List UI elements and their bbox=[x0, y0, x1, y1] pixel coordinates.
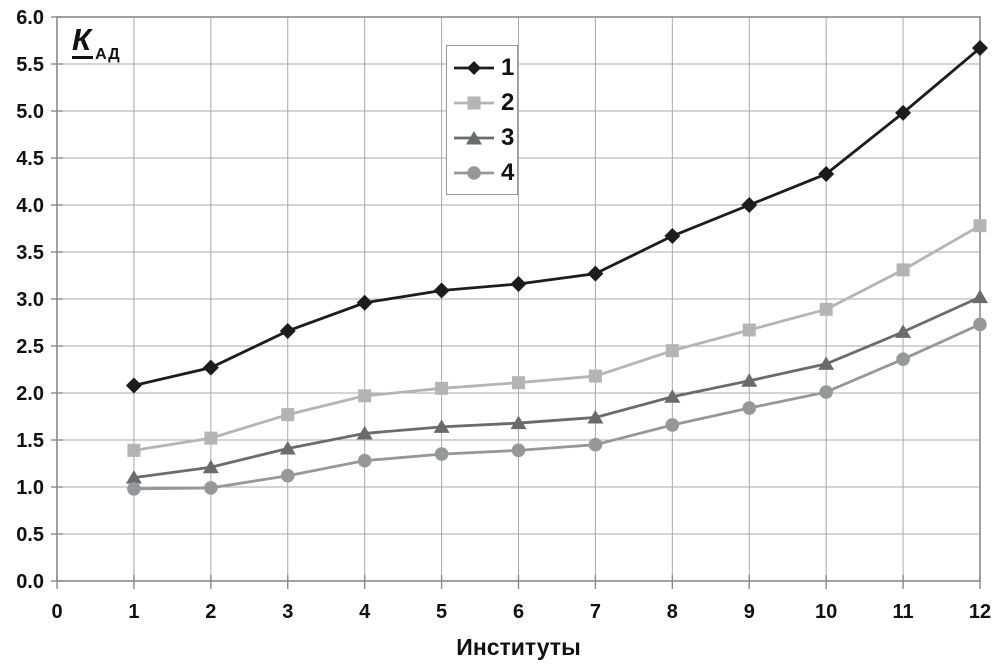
y-tick-label: 1.5 bbox=[16, 430, 44, 452]
legend-item-4: 4 bbox=[453, 158, 517, 188]
series-line-1 bbox=[133, 46, 981, 387]
data-point-square bbox=[665, 344, 679, 358]
y-tick-label: 3.0 bbox=[16, 289, 44, 311]
data-point-triangle bbox=[972, 289, 988, 304]
legend-triangle-icon bbox=[454, 130, 494, 144]
data-point-diamond bbox=[587, 265, 604, 282]
data-point-square bbox=[204, 431, 218, 445]
data-point-circle bbox=[434, 447, 449, 461]
data-point-diamond bbox=[818, 165, 835, 182]
x-tick-label: 6 bbox=[513, 601, 524, 623]
data-point-triangle bbox=[356, 425, 373, 440]
x-tick-label: 7 bbox=[590, 601, 601, 623]
data-point-diamond bbox=[895, 104, 912, 121]
x-tick-label: 2 bbox=[205, 601, 216, 623]
data-point-triangle bbox=[433, 419, 450, 433]
x-tick-label: 4 bbox=[359, 601, 371, 623]
data-point-circle bbox=[742, 401, 757, 415]
y-tick-label: 5.5 bbox=[16, 54, 44, 76]
data-point-square bbox=[281, 408, 295, 422]
data-point-triangle bbox=[818, 356, 835, 370]
legend-item-label: 2 bbox=[501, 88, 515, 116]
x-tick-label: 8 bbox=[667, 601, 678, 623]
data-point-square bbox=[819, 302, 833, 316]
legend-item-2: 2 bbox=[453, 88, 517, 118]
data-point-square bbox=[742, 323, 756, 337]
data-point-diamond bbox=[741, 197, 758, 213]
data-point-diamond bbox=[202, 359, 219, 376]
data-point-square bbox=[127, 443, 141, 457]
y-tick-label: 6.0 bbox=[16, 7, 44, 29]
y-tick-label: 2.5 bbox=[16, 336, 44, 358]
data-point-triangle bbox=[741, 373, 758, 387]
data-point-square bbox=[358, 389, 372, 403]
legend-circle-icon bbox=[454, 165, 494, 180]
x-axis-title: Институты bbox=[456, 634, 581, 660]
data-point-circle bbox=[896, 352, 910, 366]
legend-item-label: 3 bbox=[501, 123, 515, 151]
data-point-square bbox=[435, 381, 449, 395]
data-point-triangle bbox=[664, 389, 681, 403]
x-tick-label: 11 bbox=[893, 601, 914, 623]
data-point-circle bbox=[204, 481, 218, 495]
data-point-triangle bbox=[895, 324, 912, 338]
series-line-4 bbox=[133, 323, 981, 491]
data-point-diamond bbox=[125, 377, 142, 394]
x-tick-label: 12 bbox=[969, 601, 991, 623]
data-point-circle bbox=[511, 443, 526, 458]
data-point-circle bbox=[973, 317, 987, 332]
y-axis-title-subscript: АД bbox=[95, 46, 121, 63]
y-tick-label: 0.0 bbox=[16, 571, 44, 593]
data-point-triangle bbox=[202, 459, 219, 474]
data-point-square bbox=[896, 263, 910, 277]
data-point-triangle bbox=[510, 415, 527, 430]
y-tick-label: 5.0 bbox=[16, 101, 44, 123]
data-point-triangle bbox=[279, 440, 296, 455]
legend-item-label: 4 bbox=[501, 158, 515, 186]
series-line-3 bbox=[133, 295, 981, 479]
data-point-triangle bbox=[125, 470, 142, 484]
x-tick-label: 9 bbox=[744, 601, 755, 623]
x-tick-label: 0 bbox=[51, 601, 62, 623]
data-point-square bbox=[588, 369, 602, 383]
data-point-circle bbox=[127, 482, 141, 496]
data-point-diamond bbox=[433, 282, 450, 299]
y-axis-title: К АД bbox=[72, 24, 121, 64]
data-point-circle bbox=[357, 453, 372, 468]
y-tick-label: 3.5 bbox=[16, 242, 44, 264]
legend-item-3: 3 bbox=[453, 123, 517, 153]
y-tick-label: 0.5 bbox=[16, 524, 44, 546]
legend: 1 2 3 4 bbox=[446, 45, 518, 195]
x-tick-label: 3 bbox=[282, 601, 293, 623]
x-tick-label: 5 bbox=[436, 601, 447, 623]
data-point-diamond bbox=[972, 40, 988, 57]
data-point-circle bbox=[819, 385, 833, 399]
data-point-circle bbox=[280, 468, 295, 483]
legend-square-icon bbox=[454, 96, 494, 109]
y-tick-label: 4.0 bbox=[16, 195, 44, 217]
legend-item-1: 1 bbox=[453, 53, 517, 83]
legend-item-label: 1 bbox=[501, 53, 515, 81]
y-tick-label: 1.0 bbox=[16, 477, 44, 499]
data-point-diamond bbox=[356, 294, 373, 311]
data-point-diamond bbox=[279, 322, 296, 339]
y-axis-title-symbol: К bbox=[72, 22, 94, 59]
data-point-triangle bbox=[587, 409, 604, 424]
x-tick-label: 1 bbox=[128, 601, 139, 623]
data-point-circle bbox=[588, 437, 603, 452]
data-point-square bbox=[973, 219, 987, 233]
data-point-circle bbox=[665, 418, 680, 432]
y-tick-label: 2.0 bbox=[16, 383, 44, 405]
y-tick-label: 4.5 bbox=[16, 148, 44, 170]
data-point-square bbox=[512, 376, 525, 390]
legend-diamond-icon bbox=[454, 60, 494, 75]
data-point-diamond bbox=[664, 228, 681, 245]
data-point-diamond bbox=[510, 275, 527, 292]
x-tick-label: 10 bbox=[815, 601, 837, 623]
series-line-2 bbox=[133, 224, 981, 452]
